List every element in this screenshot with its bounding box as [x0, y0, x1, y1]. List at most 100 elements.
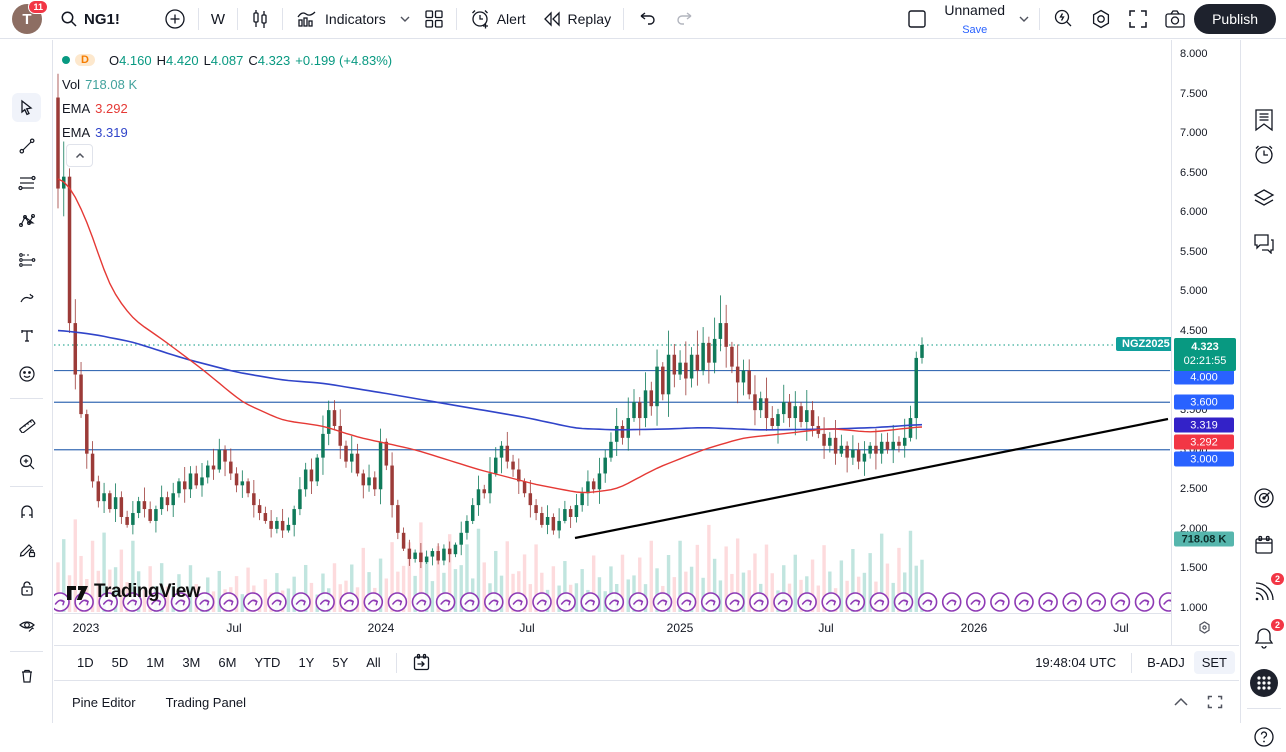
object-tree-button[interactable]	[1249, 183, 1279, 213]
alert-button[interactable]: Alert	[461, 3, 534, 35]
undo-button[interactable]	[628, 3, 666, 35]
symbol-search-button[interactable]: NG1!	[52, 3, 128, 35]
countdown: 02:21:55	[1183, 355, 1227, 368]
time-tick-label: Jul	[519, 621, 535, 635]
lock-icon	[20, 580, 33, 596]
goto-date-button[interactable]	[403, 649, 440, 676]
tab-trading-panel[interactable]: Trading Panel	[165, 694, 247, 710]
chat-button[interactable]	[1249, 228, 1279, 258]
expand-panel-button[interactable]	[1173, 697, 1189, 707]
range-1M-button[interactable]: 1M	[146, 655, 165, 670]
legend-ema-slow-row[interactable]: EMA 3.319	[62, 124, 128, 140]
legend-collapse-button[interactable]	[66, 144, 93, 167]
legend-ema-fast-row[interactable]: EMA 3.292	[62, 100, 128, 116]
object-tree-icon	[1253, 189, 1275, 206]
emoji-tool[interactable]	[12, 359, 41, 388]
price-level-badge: 3.292	[1174, 434, 1234, 450]
zoom-in-tool[interactable]	[12, 447, 41, 476]
ohlc-close: C4.323	[248, 52, 291, 68]
range-5D-button[interactable]: 5D	[111, 655, 129, 670]
fullscreen-button[interactable]	[1120, 3, 1156, 35]
compare-add-button[interactable]	[156, 3, 194, 35]
legend-symbol-row[interactable]: D O4.160 H4.420 L4.087 C4.323 +0.199 (+4…	[62, 48, 392, 72]
screener-button[interactable]	[1249, 483, 1279, 513]
redo-button[interactable]	[666, 3, 704, 35]
save-link[interactable]: Save	[962, 24, 988, 37]
streams-button[interactable]: 2	[1249, 572, 1285, 607]
layout-menu-button[interactable]	[1013, 3, 1035, 35]
trend-line-tool[interactable]	[12, 131, 41, 160]
search-icon	[61, 11, 77, 27]
price-axis-settings[interactable]	[1197, 620, 1212, 635]
pattern-tool[interactable]	[12, 206, 41, 235]
range-1Y-button[interactable]: 1Y	[298, 655, 315, 670]
apps-button[interactable]	[1249, 668, 1279, 698]
indicators-button[interactable]: Indicators	[287, 3, 394, 35]
tab-pine-editor[interactable]: Pine Editor	[72, 694, 136, 710]
range-5Y-button[interactable]: 5Y	[332, 655, 349, 670]
undo-icon	[640, 12, 655, 25]
chevron-up-icon	[75, 152, 84, 158]
panel-icon	[908, 10, 927, 28]
watchlist-button[interactable]	[1249, 105, 1279, 135]
settlement-toggle[interactable]: SET	[1193, 651, 1235, 674]
time-tick-label: 2023	[72, 621, 100, 635]
layout-panel-button[interactable]	[898, 3, 936, 35]
screenshot-button[interactable]	[1156, 3, 1194, 35]
price-tick-label: 7.000	[1180, 127, 1208, 140]
text-tool[interactable]	[12, 321, 41, 350]
price-tick-label: 2.500	[1180, 483, 1208, 496]
divider	[1247, 708, 1281, 709]
divider	[1131, 652, 1133, 673]
price-axis[interactable]: 8.000 7.500 7.000 6.500 6.000 5.500 5.000 4.500…	[1171, 40, 1239, 645]
clock-utc[interactable]: 19:48:04 UTC	[1035, 655, 1117, 670]
price-tick-label: 4.500	[1180, 324, 1208, 337]
calendar-button[interactable]	[1249, 530, 1279, 560]
replay-button[interactable]: Replay	[534, 3, 620, 35]
cursor-tool[interactable]	[12, 93, 41, 122]
lock-drawings-tool[interactable]	[12, 573, 41, 602]
fib-retracement-tool[interactable]	[12, 168, 41, 197]
indicator-templates-button[interactable]	[394, 3, 416, 35]
last-price: 4.323	[1191, 341, 1219, 353]
chevron-up-icon	[1174, 697, 1188, 706]
quick-search-button[interactable]	[1044, 3, 1082, 35]
layout-name-button[interactable]: Unnamed Save	[936, 2, 1013, 37]
publish-button[interactable]: Publish	[1194, 4, 1276, 34]
price-tick-label: 6.000	[1180, 206, 1208, 219]
forecast-tool[interactable]	[12, 245, 41, 274]
layout-grid-button[interactable]	[416, 3, 452, 35]
hide-drawings-tool[interactable]	[12, 611, 41, 640]
time-axis[interactable]: 2023 Jul 2024 Jul 2025 Jul 2026 Jul	[54, 613, 1171, 645]
range-All-button[interactable]: All	[366, 655, 381, 670]
range-YTD-button[interactable]: YTD	[254, 655, 281, 670]
range-6M-button[interactable]: 6M	[218, 655, 237, 670]
ohlc-open: O4.160	[108, 52, 152, 68]
right-sidebar: 2 2	[1240, 40, 1286, 747]
help-button[interactable]	[1249, 722, 1279, 752]
avatar[interactable]: T 11	[12, 0, 48, 34]
measure-tool[interactable]	[12, 409, 41, 438]
range-3M-button[interactable]: 3M	[182, 655, 201, 670]
back-adjust-toggle[interactable]: B-ADJ	[1147, 655, 1185, 670]
magnet-mode-tool[interactable]	[12, 497, 41, 526]
rewind-icon	[543, 11, 560, 27]
price-tick-label: 8.000	[1180, 48, 1208, 60]
drawing-mode-tool[interactable]	[12, 535, 41, 564]
notifications-button[interactable]: 2	[1249, 618, 1285, 653]
time-tick-label: 2026	[960, 621, 988, 635]
timeframe-button[interactable]: W	[210, 10, 226, 28]
range-1D-button[interactable]: 1D	[77, 655, 94, 670]
price-level-badge: 3.000	[1174, 451, 1234, 467]
remove-drawings-tool[interactable]	[12, 661, 41, 690]
indicators-icon	[297, 11, 316, 27]
chart-style-button[interactable]	[242, 3, 278, 35]
legend-volume-row[interactable]: Vol 718.08 K	[62, 76, 138, 92]
quick-search-icon	[1054, 9, 1072, 27]
alerts-button[interactable]	[1249, 140, 1279, 170]
settings-button[interactable]	[1082, 3, 1120, 35]
maximize-panel-button[interactable]	[1207, 695, 1223, 709]
brush-tool[interactable]	[12, 283, 41, 312]
watchlist-icon	[1255, 109, 1273, 132]
tradingview-logo: TradingView	[66, 581, 201, 603]
